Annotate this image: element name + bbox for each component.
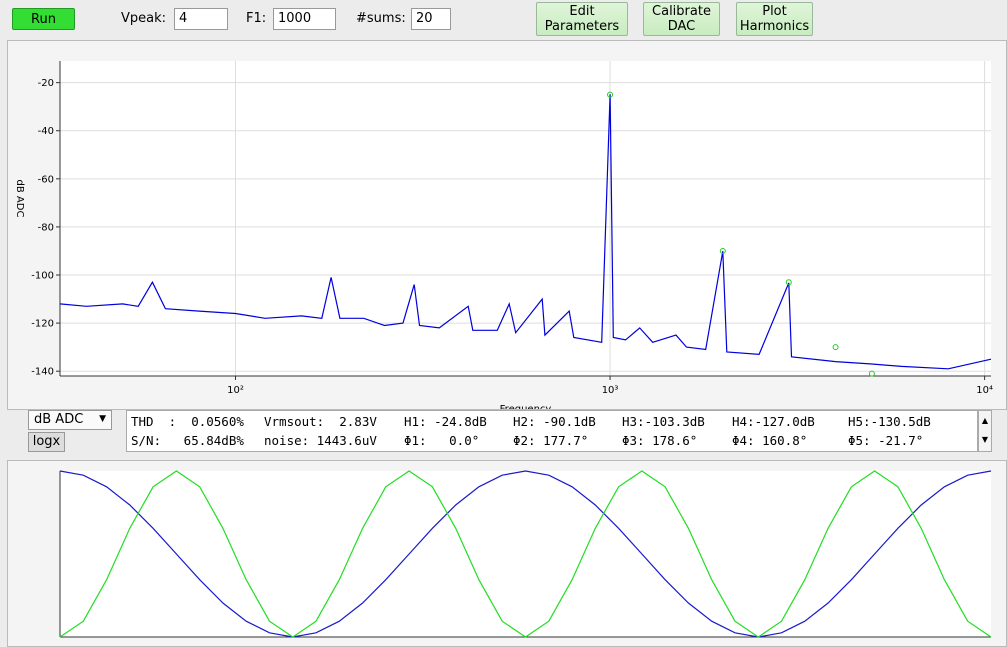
info-text: Vrmsout: 2.83V bbox=[264, 414, 377, 429]
info-text: H1: -24.8dB bbox=[404, 414, 487, 429]
harmonic-marker bbox=[785, 279, 792, 286]
vpeak-label: Vpeak: bbox=[121, 11, 167, 26]
scrollbar[interactable]: ▲ ▼ bbox=[978, 410, 992, 452]
y-tick-label: -60 bbox=[38, 174, 54, 185]
info-text: Φ3: 178.6° bbox=[622, 433, 698, 448]
vpeak-input[interactable]: 4 bbox=[174, 8, 228, 30]
harmonic-marker bbox=[607, 91, 614, 98]
sums-input[interactable]: 20 bbox=[411, 8, 451, 30]
data-line bbox=[59, 470, 992, 638]
info-panel: THD : 0.0560% Vrmsout: 2.83V H1: -24.8dB H2… bbox=[126, 410, 978, 452]
run-button[interactable]: Run bbox=[12, 8, 75, 30]
spectrum-chart: -20 -40 -60 -80 -100 -120 -140 10² 10³ 10⁴ dB ADC F… bbox=[14, 61, 993, 409]
calibrate-dac-button[interactable]: Calibrate DAC bbox=[643, 2, 720, 36]
y-tick-label: -140 bbox=[31, 367, 54, 378]
info-text: H4:-127.0dB bbox=[732, 414, 815, 429]
y-tick-label: -120 bbox=[31, 319, 54, 330]
info-text: H5:-130.5dB bbox=[848, 414, 931, 429]
plot-area bbox=[60, 471, 991, 637]
info-text: Φ1: 0.0° bbox=[404, 433, 480, 448]
y-tick-label: -40 bbox=[38, 126, 54, 137]
info-text: Φ5: -21.7° bbox=[848, 433, 924, 448]
harmonic-marker bbox=[868, 370, 875, 377]
info-text: S/N: 65.84dB% bbox=[131, 433, 244, 448]
info-text: THD : 0.0560% bbox=[131, 414, 244, 429]
edit-parameters-button[interactable]: Edit Parameters bbox=[536, 2, 628, 36]
y-tick-label: -100 bbox=[31, 271, 54, 282]
data-line bbox=[59, 470, 992, 638]
data-line bbox=[59, 94, 992, 370]
x-tick-label: 10³ bbox=[602, 385, 619, 396]
plot-harmonics-button[interactable]: Plot Harmonics bbox=[736, 2, 813, 36]
x-axis-label: Frequency bbox=[500, 404, 552, 409]
waveform-chart bbox=[59, 470, 992, 638]
y-tick-label: -20 bbox=[38, 78, 54, 89]
harmonic-marker bbox=[832, 344, 839, 351]
f1-label: F1: bbox=[246, 11, 267, 26]
info-text: noise: 1443.6uV bbox=[264, 433, 377, 448]
y-axis-label: dB ADC bbox=[14, 180, 25, 218]
spectrum-panel: -20 -40 -60 -80 -100 -120 -140 10² 10³ 10⁴ dB ADC F… bbox=[7, 40, 1007, 410]
x-tick-label: 10⁴ bbox=[976, 385, 993, 396]
scale-value: dB ADC bbox=[34, 412, 84, 427]
y-tick-label: -80 bbox=[38, 222, 54, 233]
plot-area bbox=[60, 61, 991, 376]
info-text: H3:-103.3dB bbox=[622, 414, 705, 429]
info-text: Φ4: 160.8° bbox=[732, 433, 808, 448]
logx-button[interactable]: logx bbox=[28, 432, 65, 452]
harmonic-marker bbox=[719, 247, 726, 254]
sums-label: #sums: bbox=[356, 11, 406, 26]
f1-input[interactable]: 1000 bbox=[273, 8, 336, 30]
info-text: Φ2: 177.7° bbox=[513, 433, 589, 448]
info-text: H2: -90.1dB bbox=[513, 414, 596, 429]
waveform-panel bbox=[7, 460, 1007, 647]
x-tick-label: 10² bbox=[227, 385, 244, 396]
scale-combo[interactable]: dB ADC ▼ bbox=[28, 410, 112, 430]
